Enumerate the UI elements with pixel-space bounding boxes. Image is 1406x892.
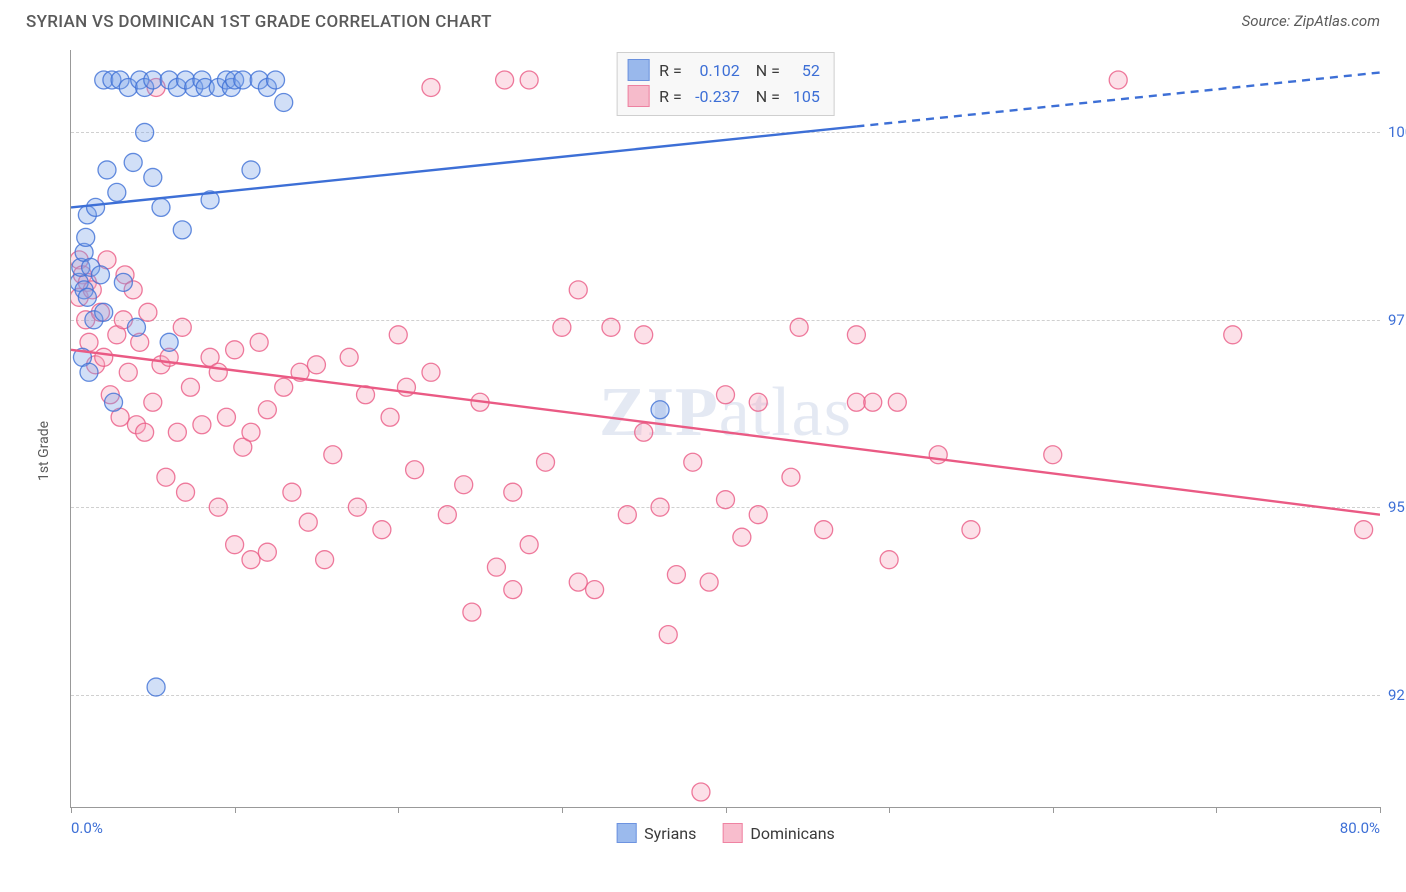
y-tick-label: 97.5%: [1388, 311, 1406, 329]
legend-swatch-syrians: [627, 59, 649, 81]
n-value-dominicans: 105: [786, 87, 820, 106]
watermark: ZIPatlas: [599, 373, 852, 453]
y-tick-label: 100.0%: [1388, 123, 1406, 141]
r-value-syrians: 0.102: [688, 61, 740, 80]
scatter-svg: [71, 50, 1380, 807]
x-tick-label: 0.0%: [71, 819, 103, 837]
legend-swatch-syrians: [616, 823, 636, 843]
y-axis-label: 1st Grade: [36, 421, 52, 481]
legend-item-syrians: Syrians: [616, 823, 696, 843]
plot-region: ZIPatlas R = 0.102 N = 52 R = -0.237: [70, 50, 1380, 808]
series-legend: Syrians Dominicans: [616, 823, 835, 843]
legend-swatch-dominicans: [627, 85, 649, 107]
series-label: Syrians: [644, 824, 696, 843]
series-label: Dominicans: [750, 824, 834, 843]
legend-swatch-dominicans: [722, 823, 742, 843]
legend-item-dominicans: Dominicans: [722, 823, 834, 843]
chart-area: 1st Grade ZIPatlas R = 0.102 N = 52 R =: [26, 50, 1380, 852]
legend-row: R = -0.237 N = 105: [627, 83, 820, 109]
r-label: R =: [659, 61, 682, 80]
x-tick-label: 80.0%: [1340, 819, 1380, 837]
y-tick-label: 95.0%: [1388, 498, 1406, 516]
y-tick-label: 92.5%: [1388, 686, 1406, 704]
n-label: N =: [756, 61, 780, 80]
n-label: N =: [756, 87, 780, 106]
chart-title: SYRIAN VS DOMINICAN 1ST GRADE CORRELATIO…: [26, 12, 492, 32]
r-value-dominicans: -0.237: [688, 87, 740, 106]
r-label: R =: [659, 87, 682, 106]
source-credit: Source: ZipAtlas.com: [1242, 12, 1380, 30]
correlation-legend: R = 0.102 N = 52 R = -0.237 N = 105: [616, 52, 835, 116]
n-value-syrians: 52: [786, 61, 820, 80]
legend-row: R = 0.102 N = 52: [627, 57, 820, 83]
